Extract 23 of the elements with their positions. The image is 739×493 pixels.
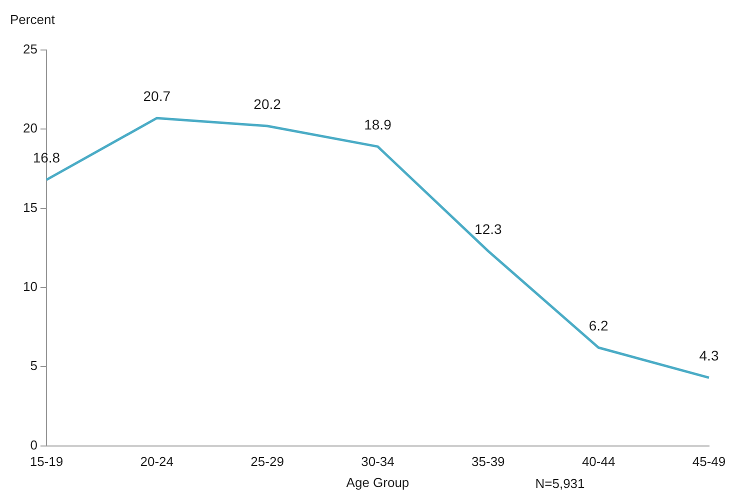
x-tick-label: 15-19: [30, 454, 64, 470]
y-tick-label: 20: [22, 120, 38, 136]
y-tick-label: 15: [22, 200, 38, 215]
x-tick-label: 20-24: [140, 454, 174, 470]
y-tick-label: 0: [30, 437, 38, 452]
data-label: 4.3: [699, 348, 719, 364]
x-tick-label: 45-49: [692, 454, 726, 470]
y-tick-label: 10: [22, 279, 38, 294]
data-label: 20.2: [254, 96, 282, 112]
x-tick-label: 40-44: [582, 454, 616, 470]
x-tick-label: 35-39: [472, 454, 505, 470]
x-tick-label: 25-29: [250, 454, 284, 470]
data-label: 20.7: [143, 88, 171, 104]
data-label: 16.8: [32, 150, 60, 166]
text: N=5,931: [535, 476, 585, 492]
data-label: 12.3: [474, 220, 502, 237]
y-tick-label: 5: [30, 358, 38, 374]
x-tick-label: 30-34: [361, 454, 394, 470]
y-axis-title: Percent: [10, 12, 56, 28]
x-axis-title: Age Group: [346, 474, 410, 490]
data-label: 18.9: [364, 116, 392, 132]
y-tick-label: 25: [22, 42, 38, 57]
data-label: 6.2: [588, 318, 609, 334]
